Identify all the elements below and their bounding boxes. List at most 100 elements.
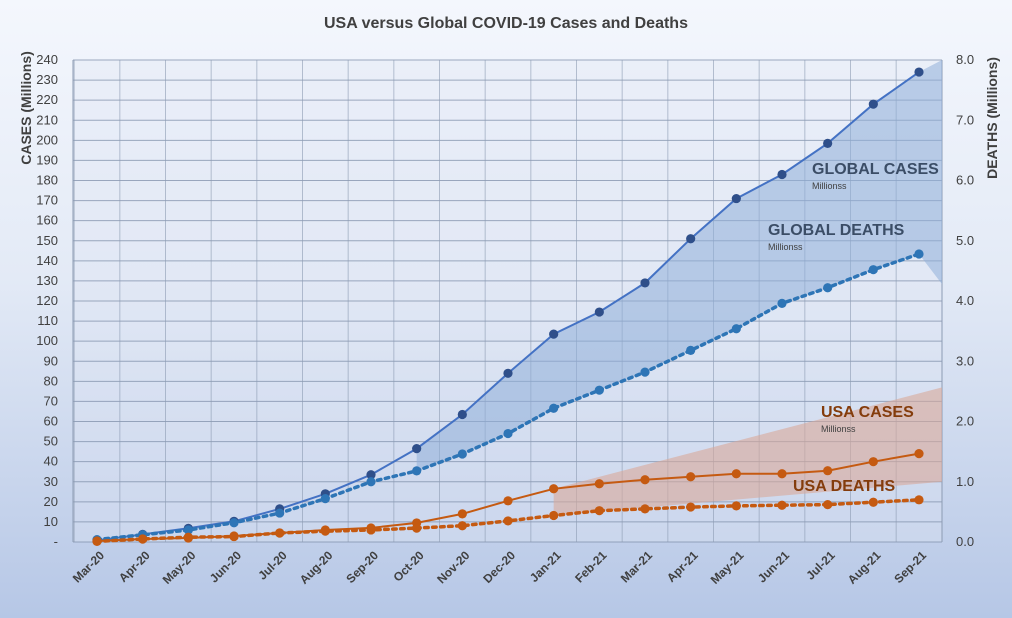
global-deaths-point bbox=[914, 249, 924, 259]
usa-deaths-point bbox=[640, 504, 650, 514]
usa-deaths-label: USA DEATHS bbox=[793, 478, 896, 495]
global-deaths-unit: Millionss bbox=[768, 242, 803, 252]
x-tick-label: Sep-20 bbox=[343, 548, 381, 586]
usa-deaths-point bbox=[868, 497, 878, 507]
global-deaths-point bbox=[823, 283, 833, 293]
usa-cases-point bbox=[868, 457, 878, 467]
y-tick-label: 140 bbox=[36, 253, 58, 268]
y-tick-label: 90 bbox=[44, 353, 58, 368]
global-deaths-point bbox=[503, 428, 513, 439]
usa-deaths-point bbox=[686, 502, 696, 512]
x-tick-label: Apr-20 bbox=[116, 548, 153, 585]
y2-axis-label: DEATHS (Millions) bbox=[984, 57, 1000, 179]
usa-deaths-point bbox=[138, 534, 148, 544]
usa-deaths-point bbox=[412, 523, 422, 533]
x-tick-label: Mar-21 bbox=[618, 548, 655, 585]
global-cases-point bbox=[686, 234, 696, 244]
y-tick-label: - bbox=[54, 534, 58, 549]
y-tick-label: 100 bbox=[36, 333, 58, 348]
usa-cases-point bbox=[914, 449, 924, 459]
y2-tick-label: 7.0 bbox=[956, 112, 974, 127]
x-tick-label: Jun-20 bbox=[207, 548, 244, 585]
usa-deaths-point bbox=[183, 532, 193, 542]
y-tick-label: 220 bbox=[36, 92, 58, 107]
x-axis: Mar-20 Apr-20 May-20 Jun-20 Jul-20 Aug-20 Sep-… bbox=[70, 548, 929, 587]
usa-cases-point bbox=[823, 466, 833, 476]
global-cases-point bbox=[549, 329, 559, 339]
x-tick-label: Jan-21 bbox=[527, 548, 564, 585]
global-deaths-point bbox=[868, 265, 878, 275]
y2-tick-label: 1.0 bbox=[956, 474, 974, 489]
x-tick-label: Jul-20 bbox=[255, 548, 290, 583]
global-cases-point bbox=[640, 278, 650, 288]
global-deaths-point bbox=[366, 477, 376, 487]
y-tick-label: 200 bbox=[36, 132, 58, 147]
usa-deaths-point bbox=[320, 526, 330, 536]
global-deaths-point bbox=[320, 494, 330, 504]
confidence-bands bbox=[416, 60, 943, 516]
x-tick-label: Aug-21 bbox=[845, 548, 884, 587]
global-cases-point bbox=[914, 67, 924, 77]
usa-cases-unit: Millionss bbox=[821, 424, 856, 434]
usa-deaths-point bbox=[549, 510, 559, 521]
usa-cases-point bbox=[457, 509, 467, 519]
x-tick-label: Aug-20 bbox=[297, 548, 336, 587]
y-tick-label: 170 bbox=[36, 193, 58, 208]
x-tick-label: Mar-20 bbox=[70, 548, 107, 585]
global-deaths-point bbox=[457, 449, 467, 459]
y-tick-label: 210 bbox=[36, 112, 58, 127]
global-deaths-point bbox=[731, 324, 741, 334]
global-cases-point bbox=[412, 444, 422, 454]
y2-tick-label: 3.0 bbox=[956, 353, 974, 368]
y-tick-label: 120 bbox=[36, 293, 58, 308]
y-tick-label: 50 bbox=[44, 434, 58, 449]
y-tick-label: 160 bbox=[36, 213, 58, 228]
y2-tick-label: 8.0 bbox=[956, 52, 974, 67]
usa-deaths-point bbox=[275, 528, 285, 538]
x-tick-label: Jul-21 bbox=[803, 548, 838, 583]
global-deaths-point bbox=[412, 466, 422, 476]
y2-tick-label: 5.0 bbox=[956, 233, 974, 248]
x-tick-label: Apr-21 bbox=[664, 548, 701, 585]
y-axis-left: - 10 20 30 40 50 60 70 80 90 100 110 120 130 140 150 160… bbox=[36, 52, 58, 549]
global-cases-point bbox=[594, 307, 604, 317]
usa-deaths-point bbox=[457, 521, 467, 531]
global-deaths-point bbox=[183, 525, 193, 535]
usa-deaths-point bbox=[503, 516, 513, 526]
annotations: GLOBAL CASES Millionss GLOBAL DEATHS Millio… bbox=[768, 161, 939, 495]
global-deaths-point bbox=[686, 345, 696, 356]
global-deaths-point bbox=[777, 298, 787, 309]
global-deaths-point bbox=[640, 367, 650, 377]
x-tick-label: May-20 bbox=[160, 548, 199, 587]
global-cases-point bbox=[457, 409, 467, 420]
global-cases-point bbox=[777, 169, 787, 180]
y2-tick-label: 2.0 bbox=[956, 414, 974, 429]
y-tick-label: 180 bbox=[36, 173, 58, 188]
usa-cases-point bbox=[503, 496, 513, 506]
y-tick-label: 80 bbox=[44, 373, 58, 388]
global-cases-point bbox=[366, 470, 376, 480]
global-deaths-point bbox=[229, 518, 239, 528]
x-tick-label: Oct-20 bbox=[390, 548, 427, 585]
y-tick-label: 240 bbox=[36, 52, 58, 67]
global-band bbox=[416, 60, 943, 471]
x-tick-label: Nov-20 bbox=[434, 548, 472, 586]
y-tick-label: 70 bbox=[44, 393, 58, 408]
grid-lines bbox=[72, 59, 943, 543]
y-tick-label: 130 bbox=[36, 273, 58, 288]
global-cases-unit: Millionss bbox=[812, 181, 847, 191]
x-tick-label: Feb-21 bbox=[572, 548, 609, 585]
usa-deaths-point bbox=[914, 495, 924, 505]
global-cases-label: GLOBAL CASES bbox=[812, 161, 939, 178]
global-deaths-label: GLOBAL DEATHS bbox=[768, 222, 905, 239]
usa-cases-point bbox=[777, 469, 787, 479]
y-tick-label: 40 bbox=[44, 454, 58, 469]
usa-deaths-point bbox=[731, 501, 741, 511]
usa-cases-point bbox=[640, 475, 650, 485]
chart-title: USA versus Global COVID-19 Cases and Dea… bbox=[324, 15, 688, 32]
x-tick-label: Dec-20 bbox=[480, 548, 518, 586]
y-axis-right: 0.0 1.0 2.0 3.0 4.0 5.0 6.0 7.0 8.0 bbox=[956, 52, 974, 549]
y-tick-label: 150 bbox=[36, 233, 58, 248]
